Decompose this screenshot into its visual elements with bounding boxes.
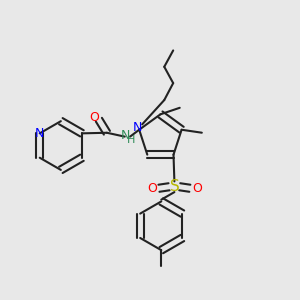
Text: O: O <box>89 111 99 124</box>
Text: O: O <box>192 182 202 195</box>
Text: O: O <box>147 182 157 195</box>
Text: S: S <box>169 179 179 194</box>
Text: N: N <box>35 127 44 140</box>
Text: N: N <box>121 129 130 142</box>
Text: H: H <box>127 135 136 145</box>
Text: N: N <box>133 121 142 134</box>
